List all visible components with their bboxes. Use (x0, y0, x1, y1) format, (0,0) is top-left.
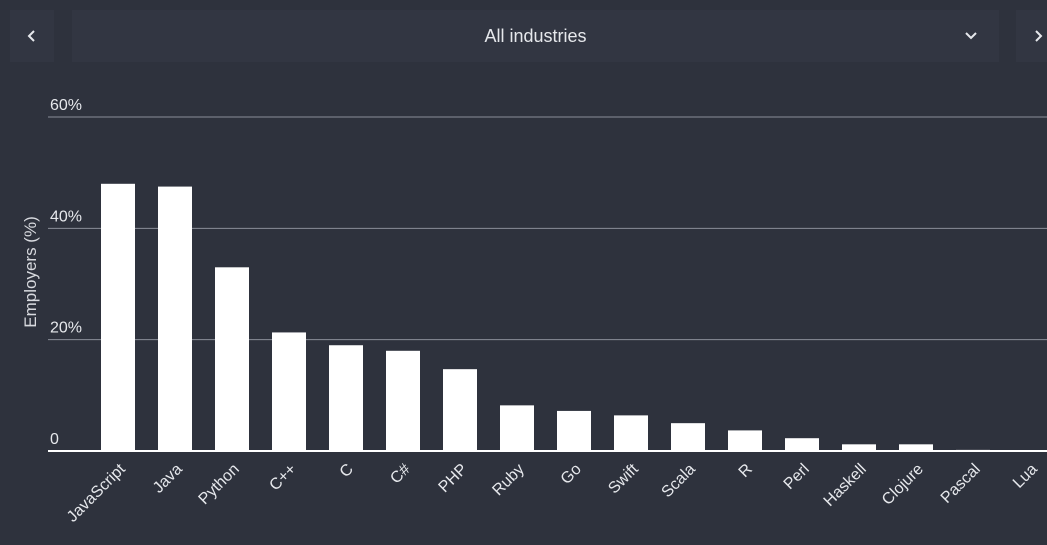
x-tick-label: Ruby (489, 461, 527, 499)
bar (785, 438, 819, 451)
x-tick-label: Perl (781, 461, 813, 493)
x-tick-label: C# (387, 461, 414, 488)
x-tick-label: C (337, 461, 357, 481)
x-tick-label: Python (196, 461, 243, 508)
y-axis-ticks: 0 20% 40% 60% (50, 97, 82, 448)
bar (215, 267, 249, 451)
bar (614, 415, 648, 451)
y-axis-label: Employers (%) (21, 216, 40, 327)
x-tick-label: Go (558, 461, 585, 488)
chevron-right-icon (1035, 30, 1043, 42)
x-tick-label: Clojure (879, 461, 927, 509)
bar (272, 332, 306, 451)
industry-dropdown[interactable]: All industries (72, 10, 999, 62)
bars (101, 183, 1047, 452)
x-tick-label: PHP (436, 461, 471, 496)
y-tick-label: 60% (50, 97, 82, 114)
y-tick-label: 0 (50, 431, 59, 448)
bar (899, 444, 933, 451)
bar (728, 430, 762, 451)
chevron-left-icon (27, 30, 35, 42)
next-button[interactable] (1016, 10, 1047, 62)
y-tick-label: 20% (50, 320, 82, 337)
x-tick-label: JavaScript (64, 460, 129, 525)
x-tick-label: C++ (266, 461, 299, 494)
bar (671, 423, 705, 451)
bar (101, 183, 135, 452)
bar (329, 345, 363, 451)
bar (842, 444, 876, 451)
y-tick-label: 40% (50, 208, 82, 225)
x-axis-labels: JavaScript Java Python C++ C C# PHP Ruby Go Swift… (64, 460, 1041, 525)
bar (158, 186, 192, 452)
previous-button[interactable] (10, 10, 54, 62)
bar (443, 369, 477, 451)
x-tick-label: Lua (1010, 461, 1041, 492)
x-tick-label: Haskell (821, 461, 870, 510)
bar (500, 405, 534, 451)
chevron-down-icon (965, 32, 977, 40)
bar (557, 410, 591, 451)
bar (956, 449, 990, 451)
x-tick-label: Java (150, 461, 186, 497)
x-tick-label: R (736, 461, 756, 481)
industry-dropdown-label: All industries (484, 25, 587, 46)
x-tick-label: Pascal (938, 461, 984, 507)
bar (1013, 450, 1047, 451)
x-tick-label: Swift (605, 460, 642, 497)
gridlines (48, 116, 1047, 452)
x-tick-label: Scala (659, 461, 699, 501)
bar (386, 350, 420, 451)
